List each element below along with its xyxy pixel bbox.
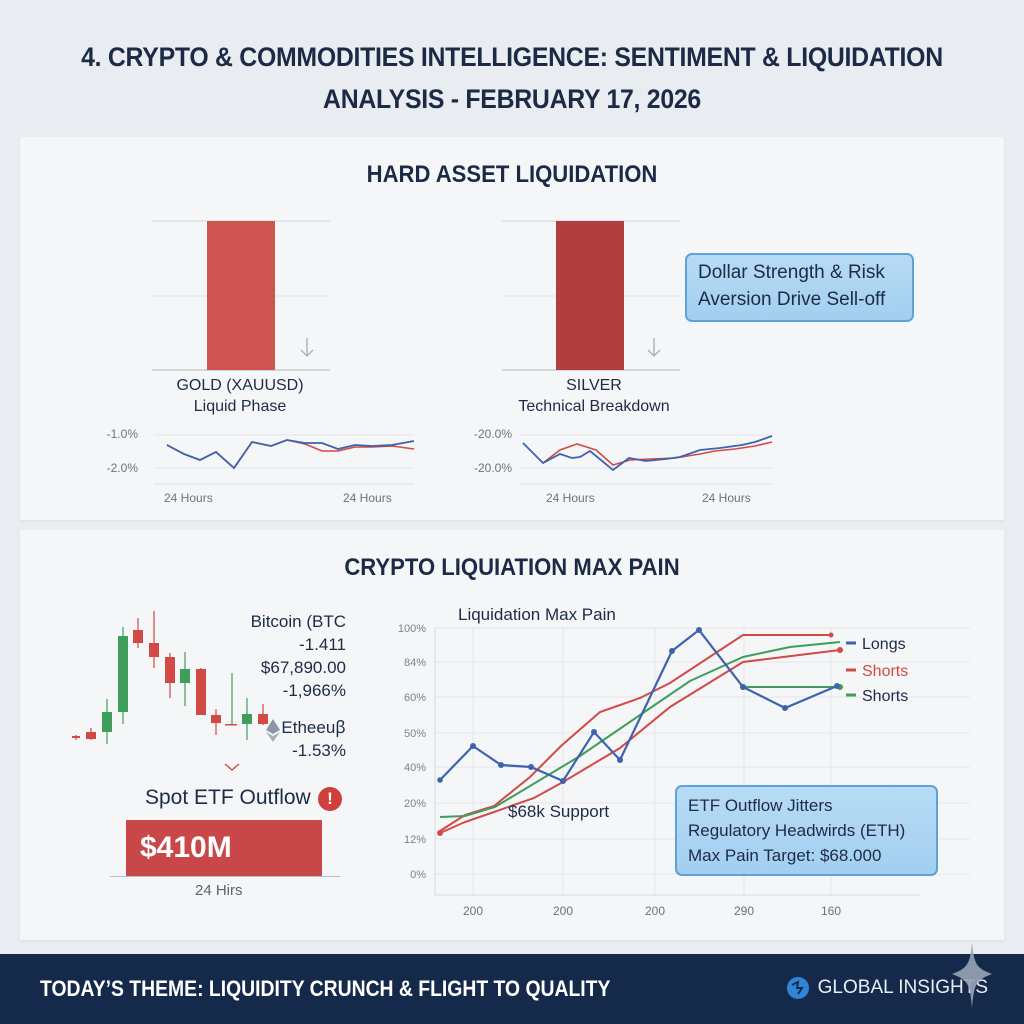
max-pain-callout: ETF Outflow Jitters Regulatory Headwirds… (675, 785, 938, 876)
btc-percent: -1,966% (282, 681, 346, 700)
btc-name: Bitcoin (BTC (250, 612, 346, 631)
btc-change: -1.411 (299, 635, 346, 654)
svg-text:-20.0%: -20.0% (474, 427, 512, 441)
svg-text:24 Hours: 24 Hours (546, 491, 595, 505)
footer-theme: TODAY’S THEME: LIQUIDITY CRUNCH & FLIGHT… (40, 976, 611, 1001)
btc-price: $67,890.00 (260, 658, 346, 677)
hard-asset-panel: HARD ASSET LIQUIDATION GOLD (XAUUSD) Liq… (20, 137, 1004, 520)
svg-text:24 Hours: 24 Hours (343, 491, 392, 505)
sell-off-callout: Dollar Strength & Risk Aversion Drive Se… (685, 253, 914, 322)
crypto-title: CRYPTO LIQUIATION MAX PAIN (344, 554, 680, 581)
svg-text:290: 290 (734, 904, 754, 918)
svg-text:50%: 50% (404, 728, 426, 740)
btc-info: Bitcoin (BTC -1.411 $67,890.00 -1,966% E… (200, 610, 346, 762)
svg-text:24 Hours: 24 Hours (164, 491, 213, 505)
svg-text:160: 160 (821, 904, 841, 918)
etf-outflow-label: Spot ETF Outflow (145, 786, 311, 809)
gold-bar (207, 221, 275, 370)
silver-bar-chart (502, 220, 680, 371)
svg-text:12%: 12% (404, 834, 426, 846)
svg-text:84%: 84% (404, 657, 426, 669)
down-arrow-icon (647, 338, 661, 357)
gold-sparkline: -1.0% -2.0% 24 Hours 24 Hours (107, 427, 415, 505)
liquidation-max-pain-chart: Liquidation Max Pain 100% 84% 60% 50% 40… (398, 605, 970, 918)
svg-text:-20.0%: -20.0% (474, 461, 512, 475)
svg-text:Liquidation Max Pain: Liquidation Max Pain (458, 605, 616, 624)
svg-text:0%: 0% (410, 869, 426, 881)
svg-text:100%: 100% (398, 623, 426, 635)
svg-text:200: 200 (645, 904, 665, 918)
page-title: 4. CRYPTO & COMMODITIES INTELLIGENCE: SE… (81, 42, 943, 114)
svg-text:-1.0%: -1.0% (107, 427, 139, 441)
eth-percent: -1.53% (292, 741, 346, 760)
silver-bar (556, 221, 624, 370)
silver-sparkline: -20.0% -20.0% 24 Hours 24 Hours (474, 427, 773, 505)
svg-text:40%: 40% (404, 762, 426, 774)
gold-name: GOLD (XAUUSD) (176, 377, 304, 394)
callout-line-3: Max Pain Target: $68.000 (688, 846, 882, 865)
brand-name: GLOBAL INSIGHTS (817, 977, 988, 998)
eth-name: Etheeuꞵ (281, 718, 346, 737)
svg-text:24 Hours: 24 Hours (702, 491, 751, 505)
svg-text:-2.0%: -2.0% (107, 461, 139, 475)
svg-text:Shorts: Shorts (862, 663, 908, 680)
btc-candlestick-chart (72, 611, 280, 744)
chart-legend: Longs Shorts Shorts (846, 636, 908, 705)
gold-bar-chart (152, 220, 330, 371)
silver-phase: Technical Breakdown (518, 398, 670, 415)
svg-text:$68k Support: $68k Support (508, 802, 609, 821)
hard-asset-title: HARD ASSET LIQUIDATION (366, 161, 658, 188)
brand: GLOBAL INSIGHTS (786, 976, 988, 1000)
svg-text:20%: 20% (404, 798, 426, 810)
gold-phase: Liquid Phase (193, 398, 287, 415)
svg-text:Longs: Longs (862, 636, 906, 653)
etf-outflow-value: $410M (126, 820, 322, 876)
footer-bar: TODAY’S THEME: LIQUIDITY CRUNCH & FLIGHT… (0, 954, 1024, 1024)
globe-logo-icon (786, 977, 809, 999)
silver-name: SILVER (566, 377, 622, 394)
svg-text:60%: 60% (404, 692, 426, 704)
svg-text:Shorts: Shorts (862, 688, 908, 705)
svg-text:200: 200 (553, 904, 573, 918)
callout-line-1: ETF Outflow Jitters (688, 796, 833, 815)
callout-line-2: Regulatory Headwirds (ETH) (688, 821, 906, 840)
svg-text:200: 200 (463, 904, 483, 918)
down-arrow-icon (300, 338, 314, 357)
etf-axis (110, 876, 340, 877)
ethereum-icon (266, 719, 280, 742)
chevron-down-icon (224, 763, 240, 771)
sparkle-icon (952, 942, 992, 1008)
alert-icon: ! (318, 787, 342, 811)
etf-period: 24 Hirs (195, 882, 243, 899)
